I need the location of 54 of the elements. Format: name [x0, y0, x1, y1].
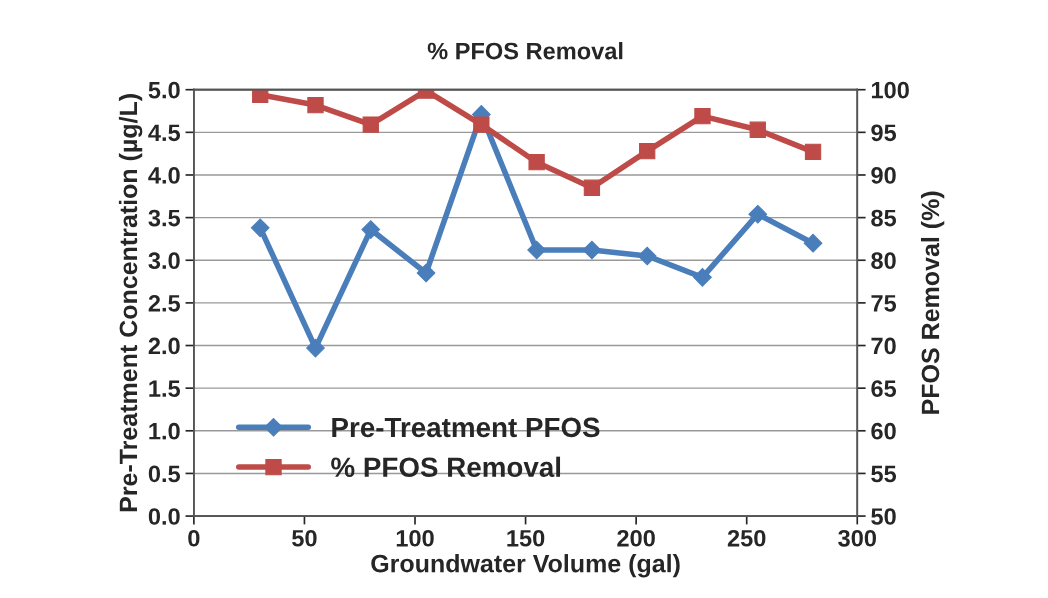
point — [473, 116, 490, 133]
y2-tick-label: 90 — [871, 167, 896, 184]
point — [639, 142, 656, 160]
point — [527, 240, 546, 260]
point — [416, 263, 436, 283]
point — [362, 116, 379, 133]
y-tick-label: 1.5 — [149, 380, 181, 397]
point — [693, 267, 712, 287]
y2-tick-label: 50 — [871, 508, 896, 525]
y2-tick-label: 75 — [871, 295, 897, 312]
y2-tick-label: 65 — [871, 380, 897, 397]
y-tick-label: 3.5 — [148, 209, 181, 227]
y-tick-label: 0.0 — [148, 508, 180, 525]
legend-label: Pre-Treatment PFOS — [332, 417, 600, 438]
y2-tick-label: 80 — [871, 252, 896, 270]
y-tick-label: 3.0 — [148, 252, 180, 270]
y-tick-label: 5.0 — [148, 81, 180, 99]
y2-tick-label: 70 — [871, 337, 896, 355]
x-tick-label: 100 — [396, 529, 434, 547]
y-tick-label: 1.0 — [149, 422, 180, 440]
chart-title: % PFOS Removal — [427, 42, 623, 60]
x-tick-label: 0 — [188, 529, 200, 547]
x-tick-label: 200 — [617, 529, 655, 547]
point — [307, 96, 324, 114]
x-tick-label: 150 — [507, 529, 545, 547]
y2-tick-label: 85 — [871, 209, 897, 227]
x-tick-label: 250 — [727, 529, 766, 547]
y2-tick-label: 100 — [871, 81, 909, 99]
point — [528, 154, 545, 171]
point — [361, 220, 381, 239]
legend-label: % PFOS Removal — [331, 456, 561, 478]
x-axis-title: Groundwater Volume (gal) — [371, 554, 680, 578]
y2-tick-label: 55 — [871, 465, 897, 483]
x-tick-label: 50 — [292, 529, 317, 547]
point — [749, 121, 766, 138]
point — [637, 246, 657, 266]
point — [582, 240, 602, 260]
y-axis-title: Pre-Treatment Concentration (µg/L) — [118, 94, 143, 512]
point — [804, 143, 822, 161]
y-tick-label: 4.5 — [148, 124, 181, 142]
point — [748, 204, 768, 224]
y2-tick-label: 95 — [871, 124, 897, 142]
point — [583, 179, 601, 196]
x-tick-label: 300 — [838, 529, 876, 547]
point — [306, 338, 325, 358]
y-tick-label: 2.0 — [148, 337, 180, 355]
y2-tick-label: 60 — [871, 422, 896, 440]
y-tick-label: 0.5 — [148, 465, 181, 483]
point — [694, 107, 711, 125]
point — [803, 233, 823, 253]
y-tick-label: 2.5 — [148, 294, 181, 312]
y-tick-label: 4.0 — [148, 167, 180, 184]
y2-axis-title: PFOS Removal (%) — [920, 191, 945, 414]
point — [250, 218, 270, 238]
